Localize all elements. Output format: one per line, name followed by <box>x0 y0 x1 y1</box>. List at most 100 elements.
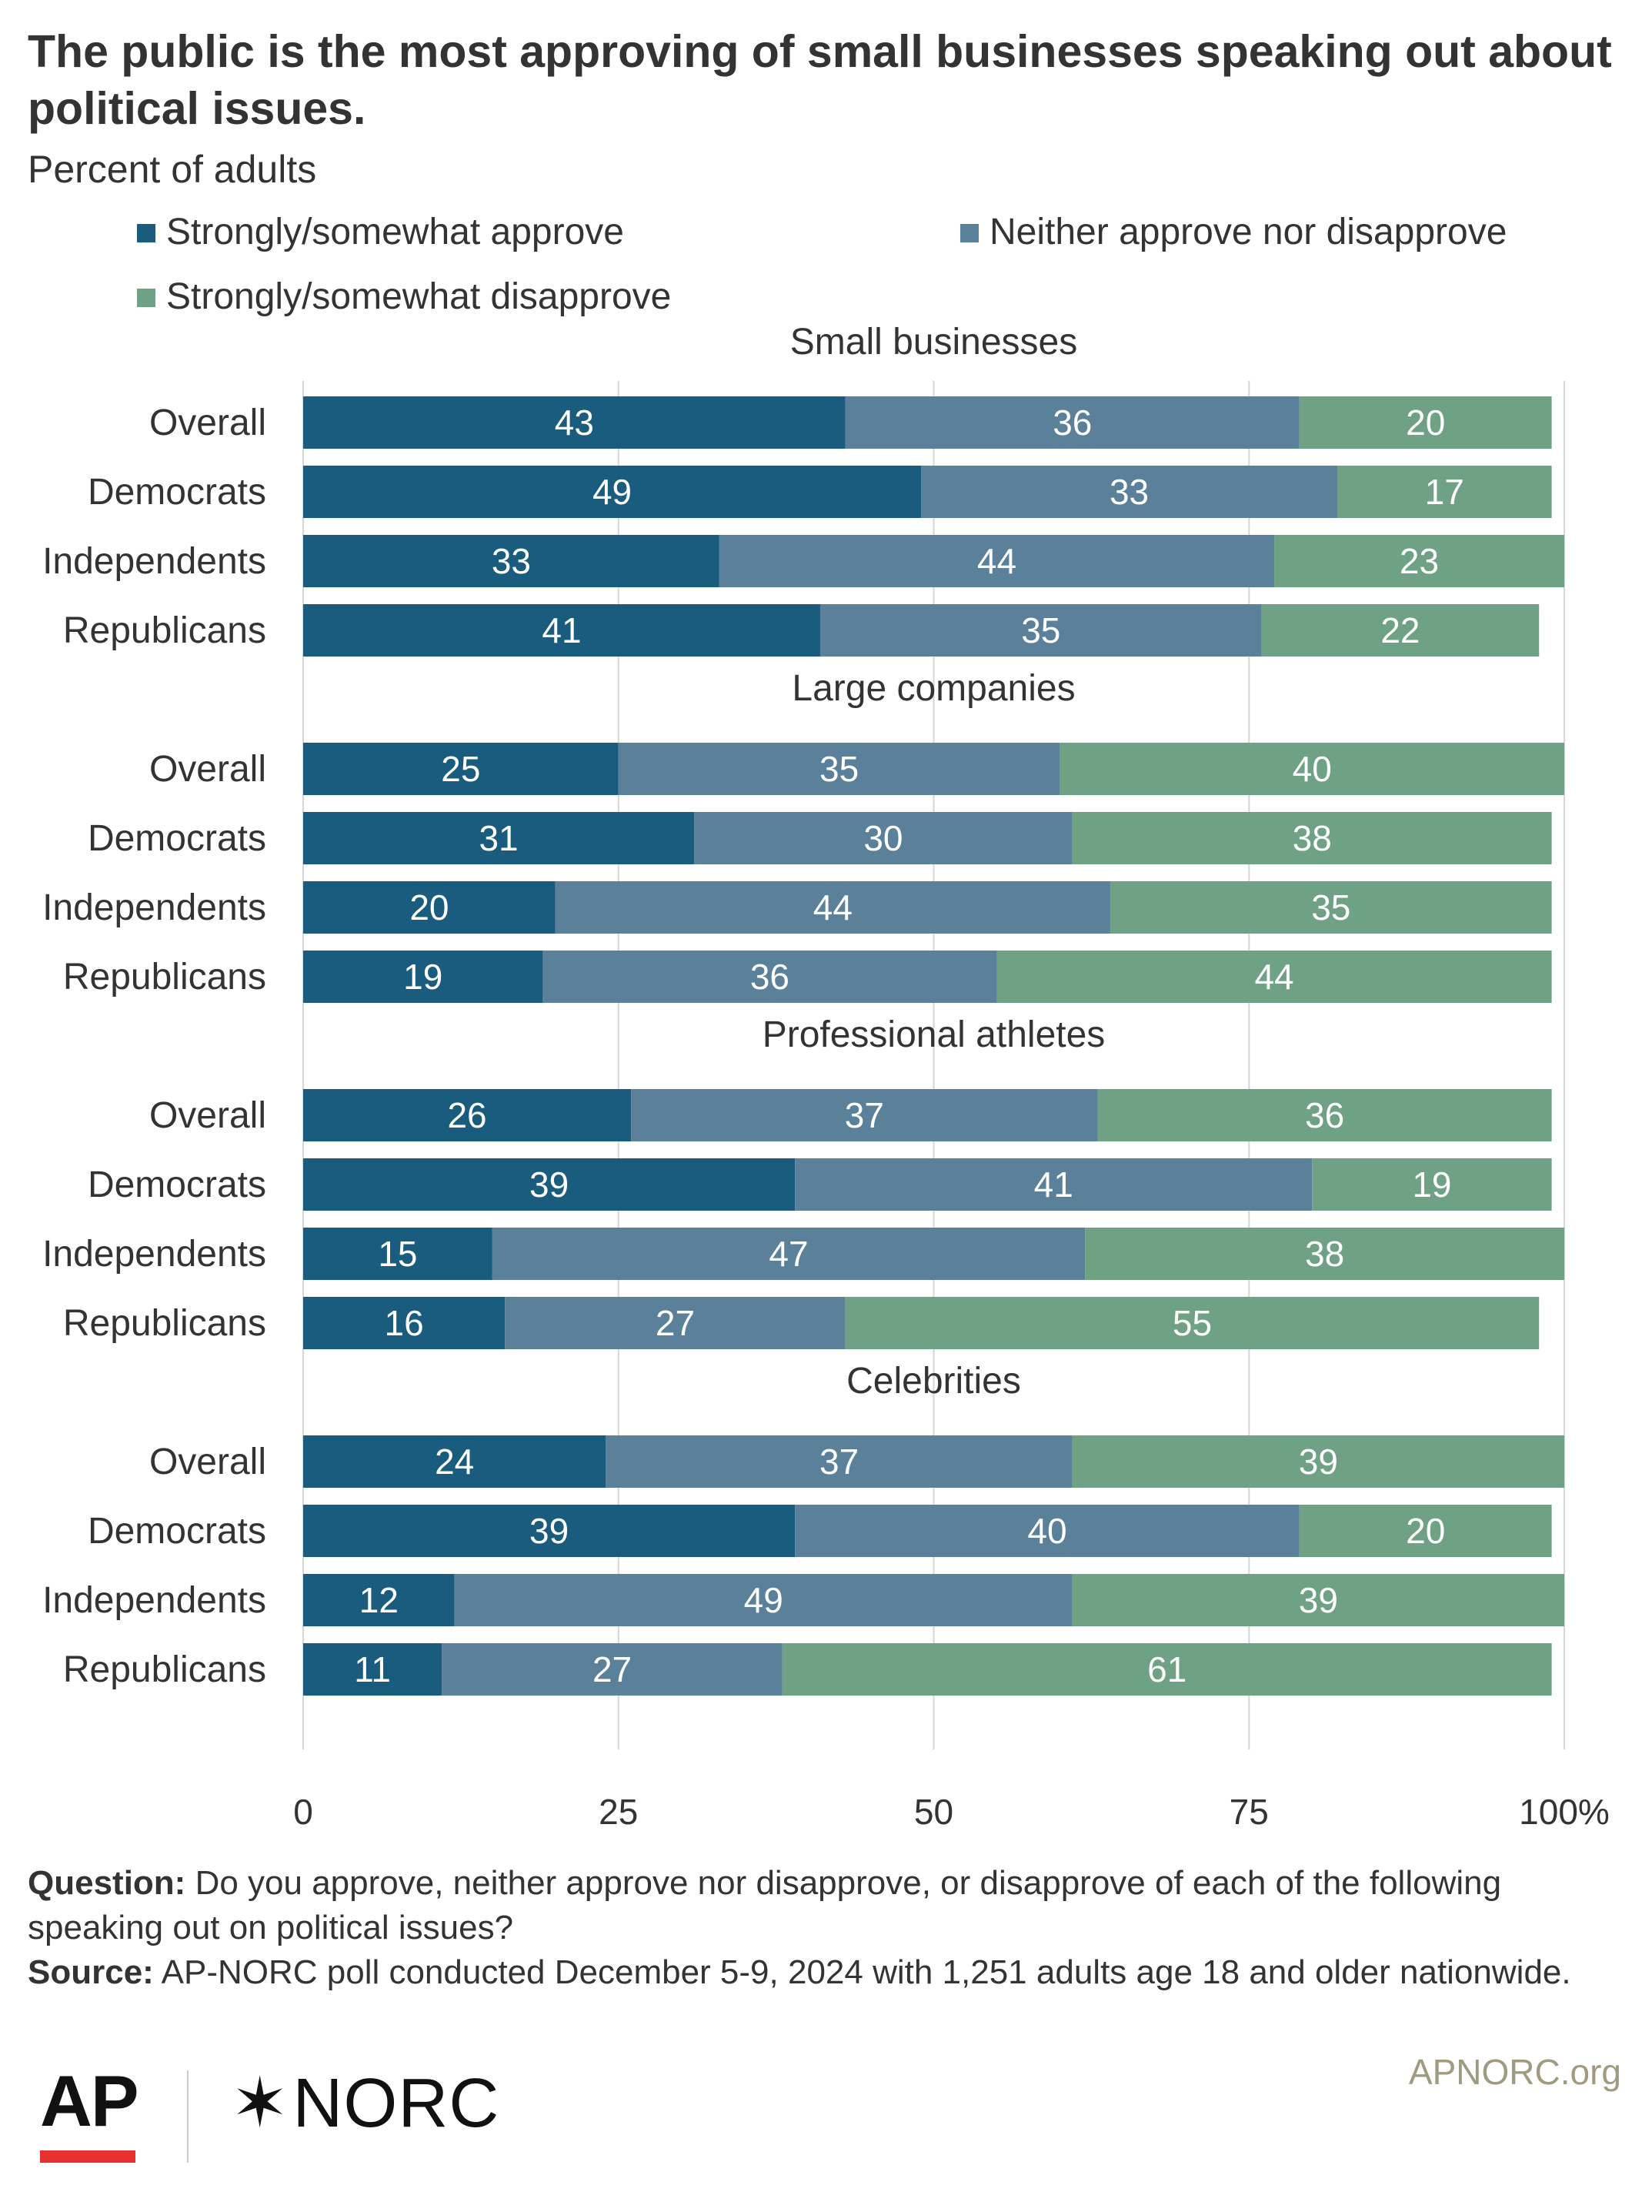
bar-professional-athletes-overall-series-0 <box>303 1089 632 1141</box>
bar-small-businesses-independents-series-1 <box>719 535 1275 587</box>
bar-large-companies-overall-series-0 <box>303 743 619 795</box>
bar-celebrities-republicans-series-0 <box>303 1643 442 1696</box>
chart-title: The public is the most approving of smal… <box>28 26 1612 134</box>
bar-large-companies-overall-series-1 <box>618 743 1060 795</box>
x-tick-label-25: 25 <box>599 1792 638 1832</box>
bar-professional-athletes-democrats-series-2 <box>1312 1158 1552 1211</box>
row-label-celebrities-democrats: Democrats <box>88 1511 266 1552</box>
data-label-professional-athletes-independents-series-2: 38 <box>1305 1234 1344 1274</box>
row-label-celebrities-independents: Independents <box>42 1580 266 1621</box>
data-label-celebrities-republicans-series-2: 61 <box>1147 1649 1186 1689</box>
bar-celebrities-independents-series-1 <box>454 1574 1073 1626</box>
bar-small-businesses-republicans-series-2 <box>1261 604 1540 657</box>
data-label-celebrities-democrats-series-1: 40 <box>1027 1511 1066 1551</box>
bar-professional-athletes-independents-series-2 <box>1085 1228 1564 1280</box>
source-note: Source: AP-NORC poll conducted December … <box>28 1950 1628 1995</box>
data-label-small-businesses-republicans-series-1: 35 <box>1021 610 1060 650</box>
row-label-professional-athletes-overall: Overall <box>149 1095 266 1136</box>
bar-large-companies-independents-series-2 <box>1110 881 1552 934</box>
bar-professional-athletes-republicans-series-0 <box>303 1297 506 1349</box>
data-label-large-companies-republicans-series-1: 36 <box>750 957 789 997</box>
bar-professional-athletes-independents-series-0 <box>303 1228 492 1280</box>
data-label-small-businesses-republicans-series-2: 22 <box>1380 610 1420 650</box>
data-label-small-businesses-democrats-series-0: 49 <box>592 472 632 512</box>
source-label: Source: <box>28 1953 154 1991</box>
norc-star-icon: ✶ <box>231 2065 290 2142</box>
bar-large-companies-democrats-series-0 <box>303 812 695 864</box>
legend-swatch-disapprove <box>137 289 155 307</box>
legend-item-neither: Neither approve nor disapprove <box>960 209 1507 256</box>
row-label-small-businesses-democrats: Democrats <box>88 472 266 513</box>
bar-small-businesses-democrats-series-0 <box>303 466 922 518</box>
bar-large-companies-democrats-series-1 <box>694 812 1073 864</box>
bar-small-businesses-democrats-series-1 <box>921 466 1337 518</box>
bar-large-companies-independents-series-0 <box>303 881 556 934</box>
bar-large-companies-overall-series-2 <box>1060 743 1564 795</box>
x-tick-label-0: 0 <box>293 1792 313 1832</box>
data-label-professional-athletes-overall-series-2: 36 <box>1305 1095 1344 1135</box>
row-label-large-companies-independents: Independents <box>42 887 266 928</box>
data-label-large-companies-independents-series-1: 44 <box>813 887 853 927</box>
data-label-professional-athletes-democrats-series-0: 39 <box>529 1164 569 1205</box>
group-header-professional-athletes: Professional athletes <box>763 1014 1106 1055</box>
data-label-small-businesses-overall-series-0: 43 <box>555 403 594 443</box>
data-label-large-companies-independents-series-2: 35 <box>1311 887 1350 927</box>
row-label-professional-athletes-republicans: Republicans <box>63 1303 266 1344</box>
bar-small-businesses-republicans-series-1 <box>819 604 1262 657</box>
row-label-professional-athletes-independents: Independents <box>42 1234 266 1275</box>
data-label-celebrities-independents-series-1: 49 <box>744 1580 783 1620</box>
stacked-bar-chart: 0 25 50 75 100% Small businesses Overall 43 36 20… <box>42 322 1610 1832</box>
norc-logo-text: NORC <box>292 2065 500 2142</box>
bar-small-businesses-overall-series-0 <box>303 396 846 449</box>
bar-celebrities-independents-series-0 <box>303 1574 455 1626</box>
bar-small-businesses-independents-series-2 <box>1274 535 1564 587</box>
bar-professional-athletes-democrats-series-1 <box>795 1158 1313 1211</box>
data-label-small-businesses-democrats-series-1: 33 <box>1110 472 1149 512</box>
legend-label-approve: Strongly/somewhat approve <box>166 212 624 252</box>
bar-large-companies-republicans-series-0 <box>303 951 543 1003</box>
data-label-celebrities-republicans-series-0: 11 <box>354 1649 391 1689</box>
data-label-celebrities-independents-series-2: 39 <box>1299 1580 1338 1620</box>
data-label-professional-athletes-republicans-series-1: 27 <box>656 1303 695 1343</box>
data-label-large-companies-democrats-series-2: 38 <box>1293 818 1332 858</box>
norc-logo: ✶NORC <box>231 2065 499 2142</box>
data-label-professional-athletes-republicans-series-2: 55 <box>1173 1303 1212 1343</box>
bar-large-companies-democrats-series-2 <box>1072 812 1552 864</box>
data-label-large-companies-overall-series-0: 25 <box>441 749 480 789</box>
data-label-professional-athletes-overall-series-1: 37 <box>845 1095 884 1135</box>
data-label-celebrities-democrats-series-0: 39 <box>529 1511 569 1551</box>
question-text: Do you approve, neither approve nor disa… <box>28 1864 1502 1946</box>
bar-professional-athletes-democrats-series-0 <box>303 1158 796 1211</box>
bar-small-businesses-republicans-series-0 <box>303 604 820 657</box>
group-header-small-businesses: Small businesses <box>790 322 1078 363</box>
logo-divider <box>187 2070 189 2163</box>
data-label-large-companies-independents-series-0: 20 <box>409 887 449 927</box>
data-label-small-businesses-independents-series-2: 23 <box>1400 541 1439 581</box>
x-tick-label-75: 75 <box>1230 1792 1269 1832</box>
ap-logo-underline <box>40 2150 135 2163</box>
bar-large-companies-independents-series-1 <box>555 881 1110 934</box>
bar-large-companies-republicans-series-2 <box>996 951 1552 1003</box>
ap-logo: AP <box>40 2060 139 2141</box>
bar-celebrities-overall-series-0 <box>303 1435 606 1488</box>
data-label-professional-athletes-independents-series-0: 15 <box>378 1234 417 1274</box>
bar-celebrities-overall-series-1 <box>606 1435 1073 1488</box>
data-label-celebrities-overall-series-0: 24 <box>435 1442 474 1482</box>
bar-celebrities-republicans-series-1 <box>442 1643 783 1696</box>
row-label-small-businesses-republicans: Republicans <box>63 610 266 651</box>
data-label-professional-athletes-democrats-series-2: 19 <box>1412 1164 1451 1205</box>
row-label-large-companies-republicans: Republicans <box>63 957 266 997</box>
bar-celebrities-democrats-series-2 <box>1299 1505 1552 1557</box>
chart-subtitle: Percent of adults <box>28 148 317 191</box>
data-label-large-companies-democrats-series-0: 31 <box>479 818 518 858</box>
row-label-small-businesses-overall: Overall <box>149 403 266 443</box>
bar-professional-athletes-republicans-series-1 <box>505 1297 846 1349</box>
data-label-celebrities-republicans-series-1: 27 <box>592 1649 632 1689</box>
data-label-celebrities-overall-series-1: 37 <box>819 1442 859 1482</box>
data-label-professional-athletes-republicans-series-0: 16 <box>385 1303 424 1343</box>
row-label-small-businesses-independents: Independents <box>42 541 266 582</box>
legend-item-approve: Strongly/somewhat approve <box>137 209 624 256</box>
x-tick-label-50: 50 <box>914 1792 953 1832</box>
bar-professional-athletes-overall-series-1 <box>631 1089 1098 1141</box>
data-label-small-businesses-democrats-series-2: 17 <box>1425 472 1464 512</box>
